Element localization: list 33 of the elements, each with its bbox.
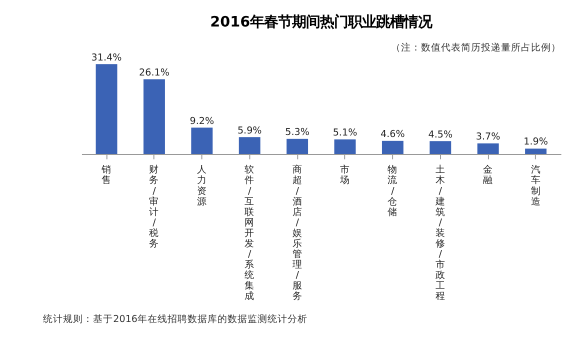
data-label: 3.7% [476, 132, 500, 143]
bar [382, 140, 404, 154]
x-tick-label: 财务/审计/税务 [149, 164, 160, 250]
data-label: 5.3% [285, 127, 310, 138]
x-tick-label: 汽车制造 [530, 164, 541, 208]
bar [238, 137, 260, 154]
x-tick-label: 市场 [339, 164, 350, 186]
x-tick-label: 销售 [100, 164, 112, 186]
category-label: 软件/互联网开发/系统集成 [244, 164, 255, 302]
bar [143, 79, 165, 154]
bar [525, 148, 547, 154]
category-label: 商超/酒店/娱乐管理/服务 [292, 164, 302, 302]
chart-subtitle: （注：数值代表简历投递量所占比例） [390, 41, 561, 54]
x-tick-label: 物流/仓储 [388, 164, 398, 218]
bar [191, 128, 213, 154]
category-label: 土木/建筑/装修/市政工程 [435, 164, 446, 302]
bar [96, 64, 118, 154]
data-label: 26.1% [139, 67, 170, 78]
bar [477, 143, 499, 154]
data-label: 1.9% [524, 136, 548, 148]
data-label: 4.5% [428, 129, 453, 140]
chart-title: 2016年春节期间热门职业跳槽情况 [210, 14, 434, 31]
bar [286, 138, 308, 154]
data-label: 31.4% [91, 52, 122, 64]
bar [334, 139, 356, 154]
x-tick-label: 人力资源 [196, 164, 207, 208]
x-tick-label: 金融 [483, 164, 494, 186]
data-label: 5.9% [237, 125, 262, 136]
text: 统计规则：基于2016年在线招聘数据库的数据监测统计分析 [43, 312, 308, 325]
data-label: 5.1% [332, 128, 358, 139]
bar [430, 141, 452, 154]
data-label: 9.2% [190, 116, 214, 127]
data-label: 4.6% [380, 129, 405, 140]
